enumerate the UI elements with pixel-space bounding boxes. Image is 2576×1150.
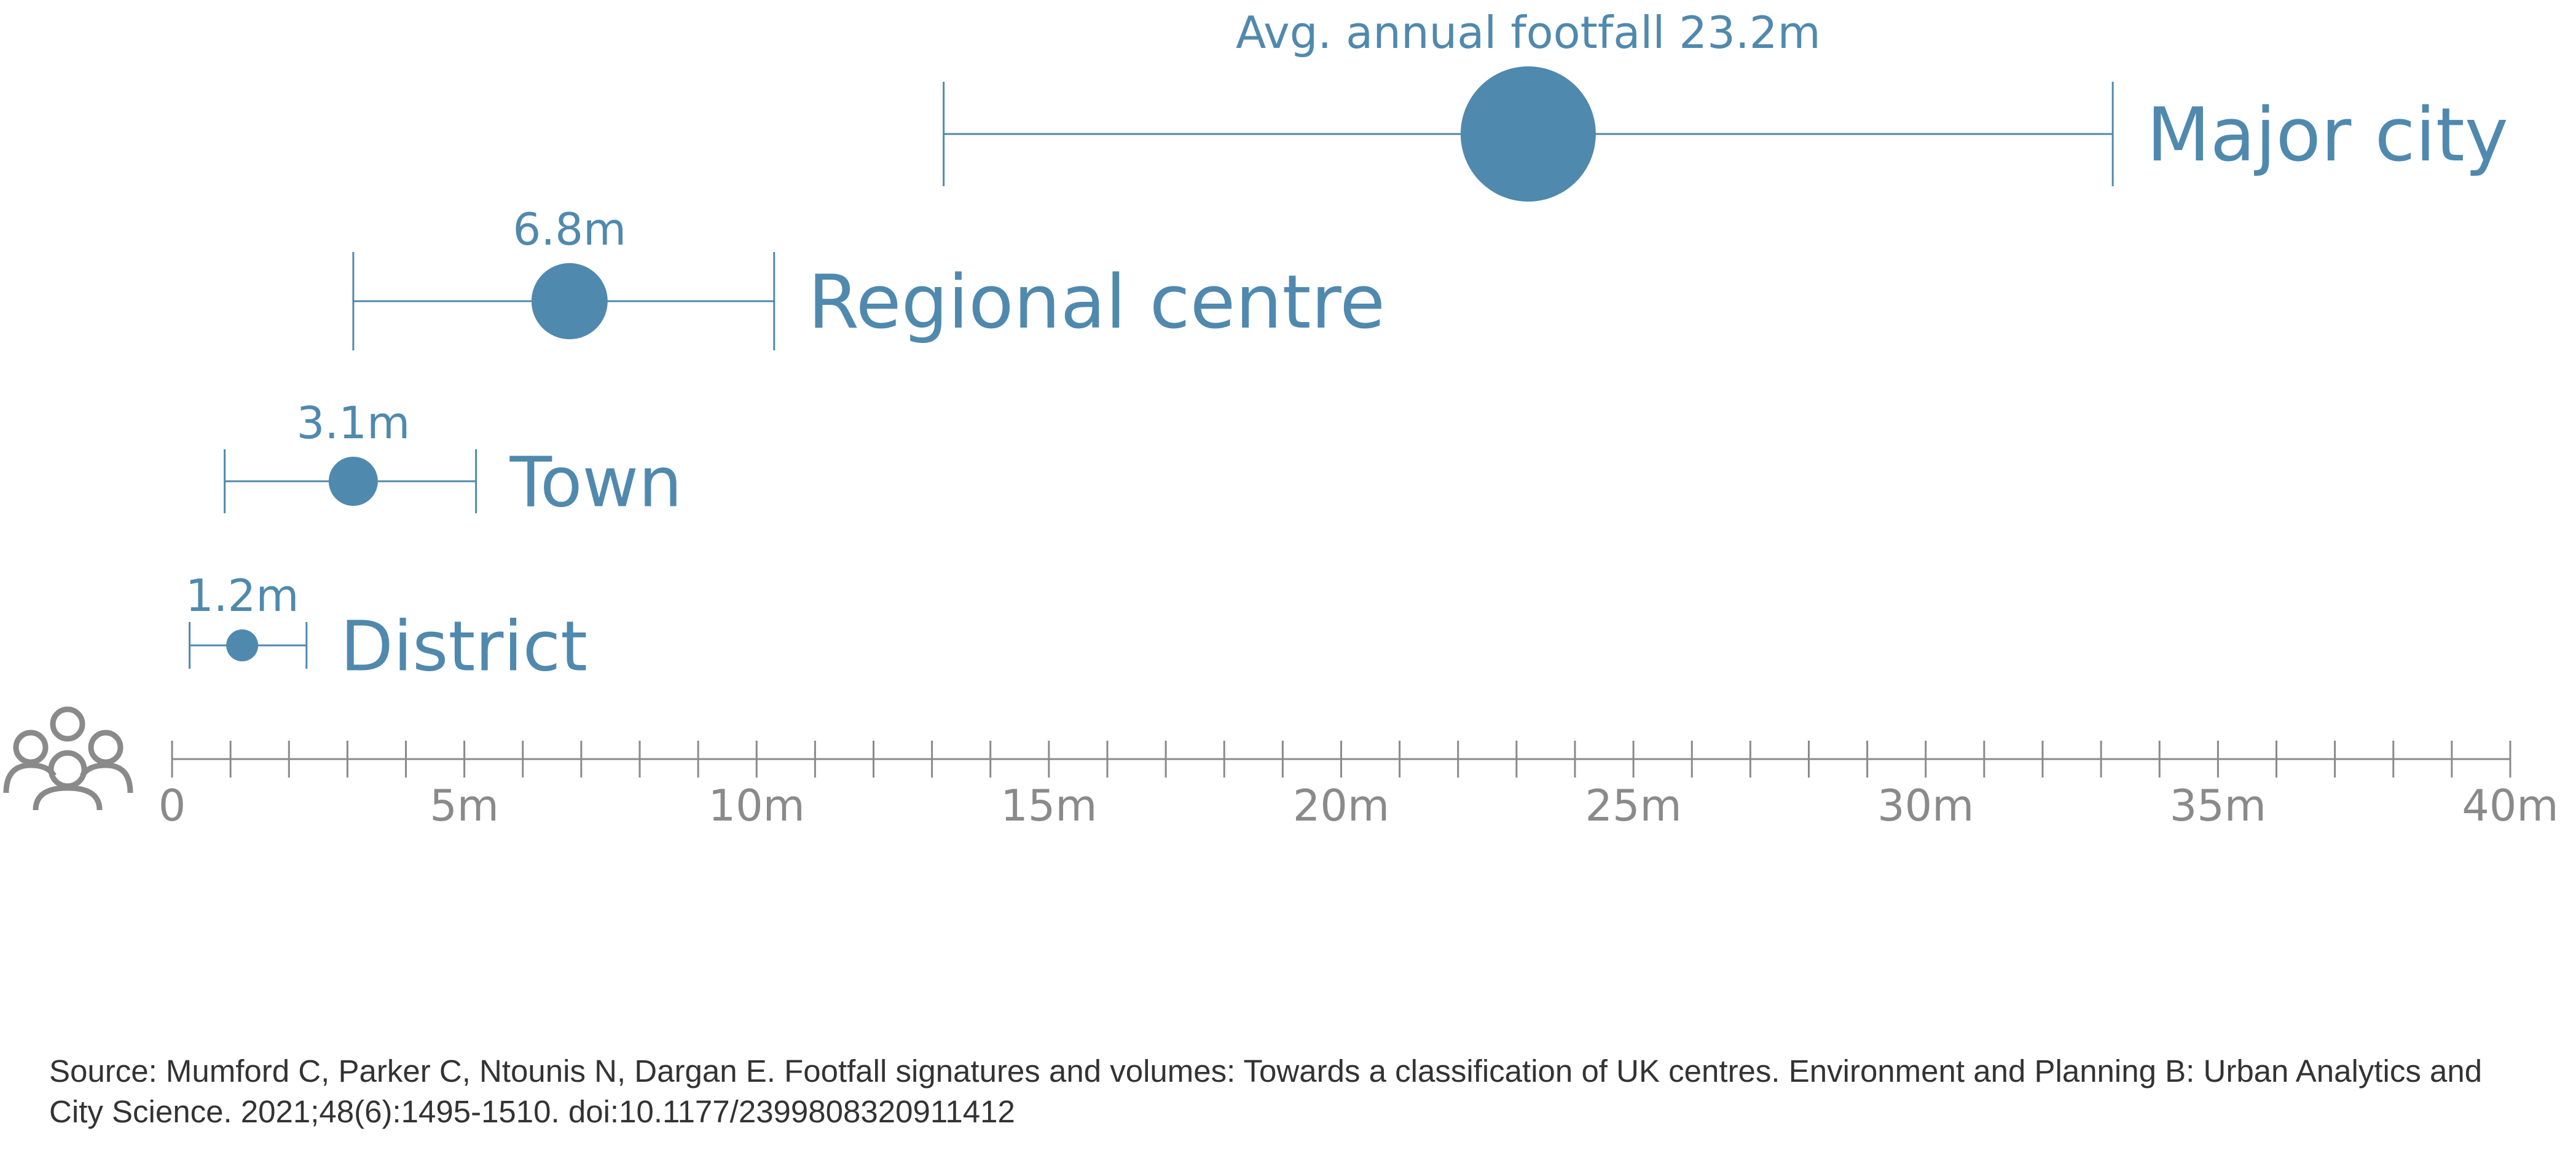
average-dot [226,629,259,661]
x-tick-label: 20m [1293,781,1389,831]
x-tick-label: 30m [1877,781,1974,831]
category-label: Town [509,443,683,522]
x-tick-label: 15m [1000,781,1097,831]
x-tick-label: 10m [709,781,805,831]
x-tick-label: 40m [2462,781,2558,831]
x-tick-label: 25m [1585,781,1681,831]
x-tick-label: 5m [430,781,499,831]
x-tick-label: 0 [159,781,186,831]
footfall-chart: 0 5m 10m 15m 20m 25m 30m 35m 40m 1.2m District 3.1… [3,7,2559,831]
chart-marks: 1.2m District 3.1m Town 6.8m Regional centre A… [186,7,2508,687]
average-label: 6.8m [513,203,627,255]
category-label: Regional centre [808,260,1385,345]
average-label: 3.1m [297,397,410,449]
average-dot [328,457,378,506]
average-dot [531,263,608,339]
source-note: Source: Mumford C, Parker C, Ntounis N, … [49,1054,2483,1129]
category-label: Major city [2146,93,2508,178]
average-label: Avg. annual footfall 23.2m [1236,7,1821,58]
x-tick-label: 35m [2170,781,2266,831]
row-district: 1.2m District [186,570,587,687]
average-dot [1460,66,1596,202]
average-label: 1.2m [186,570,299,621]
row-major-city: Avg. annual footfall 23.2m Major city [943,7,2508,202]
people-group-icon [3,706,133,811]
x-axis: 0 5m 10m 15m 20m 25m 30m 35m 40m [159,741,2559,831]
category-label: District [340,607,587,687]
row-town: 3.1m Town [224,397,683,522]
row-regional-centre: 6.8m Regional centre [352,203,1385,350]
